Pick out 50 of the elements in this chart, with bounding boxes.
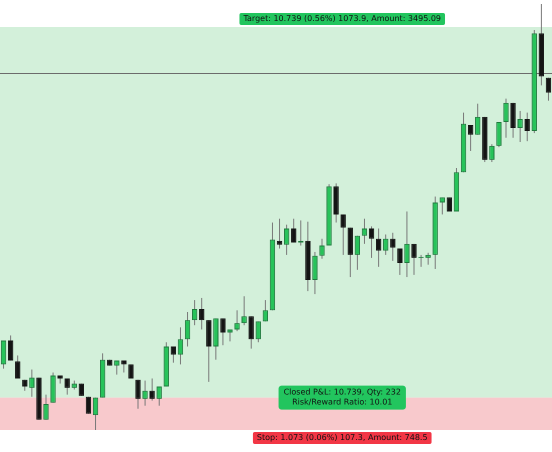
candlestick <box>489 144 494 163</box>
candlestick <box>291 218 296 244</box>
candlestick <box>128 364 134 379</box>
candlestick <box>234 310 240 332</box>
candlestick <box>510 102 516 138</box>
candlestick <box>426 252 431 266</box>
candlestick <box>135 379 141 410</box>
candlestick <box>496 122 502 148</box>
annotation: Closed P&L: 10.739, Qty: 232 <box>284 388 401 397</box>
candlestick <box>114 360 120 376</box>
candlestick <box>220 318 226 346</box>
candlestick <box>64 378 70 396</box>
candlestick <box>354 235 360 270</box>
candlestick <box>0 340 6 370</box>
candlestick <box>475 103 480 136</box>
candlestick <box>248 316 254 350</box>
candlestick <box>411 243 417 276</box>
candlestick <box>524 112 530 142</box>
candlestick <box>397 248 402 276</box>
annotation: Risk/Reward Ratio: 10.01 <box>292 398 392 407</box>
candlestick <box>262 300 268 322</box>
candlestick <box>43 394 49 420</box>
candlestick <box>503 98 509 138</box>
candlestick <box>518 110 523 143</box>
candlestick <box>340 214 346 256</box>
band-label: Target: 10.739 (0.56%) 1073.9, Amount: 3495.09 <box>242 14 442 24</box>
candlestick <box>440 196 445 215</box>
candlestick <box>242 296 247 326</box>
candlestick <box>319 238 325 260</box>
candlestick <box>390 232 396 262</box>
candlestick <box>170 346 176 364</box>
candlestick <box>192 300 198 326</box>
candlestick <box>256 320 261 343</box>
candlestick <box>284 224 290 256</box>
candlestick <box>150 378 155 402</box>
candlestick <box>468 124 474 152</box>
band-label: Stop: 1.073 (0.06%) 107.3, Amount: 748.5 <box>256 433 428 442</box>
candlestick <box>383 234 388 256</box>
candlestick <box>121 360 126 373</box>
candlestick <box>184 312 190 348</box>
candlestick <box>376 228 382 268</box>
candlestick <box>92 397 98 430</box>
candlestick <box>156 386 162 406</box>
candlestick <box>15 354 20 379</box>
candlestick <box>546 77 552 102</box>
candlestick <box>404 210 410 278</box>
candlestick <box>8 334 14 362</box>
candlestick <box>199 297 204 330</box>
candlestick <box>29 369 34 398</box>
candlestick <box>446 196 452 212</box>
